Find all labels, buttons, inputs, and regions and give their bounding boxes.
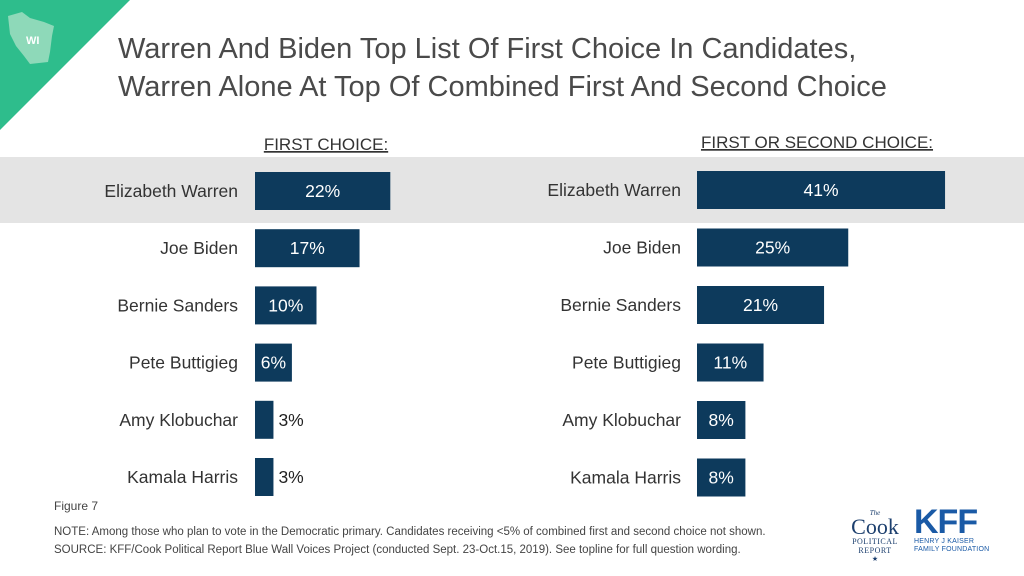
- wisconsin-state-icon: [8, 12, 54, 64]
- title-line-1: Warren And Biden Top List Of First Choic…: [118, 33, 857, 65]
- chart-1-value-label: 3%: [278, 467, 303, 487]
- chart-2-bar: [697, 171, 946, 209]
- chart-1-title: FIRST CHOICE:: [264, 135, 388, 154]
- kff-logo-line1: HENRY J KAISER: [914, 538, 975, 545]
- chart-1-category-label: Joe Biden: [160, 238, 238, 258]
- figure-label: Figure 7: [54, 499, 99, 513]
- wisconsin-corner-badge: WI: [0, 0, 130, 130]
- chart-2-category-label: Elizabeth Warren: [547, 180, 681, 200]
- chart-1-category-label: Kamala Harris: [127, 467, 238, 487]
- chart-2-value-label: 25%: [755, 238, 790, 258]
- cook-logo-line3: REPORT: [858, 546, 892, 555]
- state-label: WI: [26, 35, 39, 47]
- chart-2-bar: [697, 458, 746, 497]
- chart-1-category-label: Bernie Sanders: [117, 295, 238, 315]
- chart-2-bar: [697, 401, 746, 439]
- chart-1-value-label: 3%: [278, 410, 303, 430]
- kff-logo-name: KFF: [914, 503, 978, 541]
- chart-2-category-label: Amy Klobuchar: [562, 410, 681, 430]
- chart-2-value-label: 8%: [709, 468, 734, 488]
- chart-2-category-label: Bernie Sanders: [560, 295, 681, 315]
- chart-2-value-label: 11%: [713, 353, 747, 373]
- cook-political-report-logo: The Cook POLITICAL REPORT ★: [845, 509, 905, 564]
- chart-1-bar: [255, 286, 317, 325]
- chart-2-value-label: 41%: [804, 180, 839, 200]
- chart-1-bar: [255, 458, 274, 496]
- chart-1-value-label: 10%: [268, 295, 303, 315]
- kff-logo: KFF HENRY J KAISER FAMILY FOUNDATION: [914, 503, 994, 554]
- chart-1-bar: [255, 229, 360, 268]
- chart-2-title: FIRST OR SECOND CHOICE:: [701, 133, 933, 152]
- chart-1-value-label: 22%: [305, 181, 340, 201]
- chart-1-value-label: 17%: [290, 238, 325, 258]
- notes: NOTE: Among those who plan to vote in th…: [54, 523, 766, 559]
- chart-1-category-label: Elizabeth Warren: [104, 181, 238, 201]
- chart-2-value-label: 21%: [743, 295, 778, 315]
- chart-2-value-label: 8%: [709, 410, 734, 430]
- chart-2-category-label: Pete Buttigieg: [572, 353, 681, 373]
- chart-1-bar: [255, 343, 292, 382]
- cook-logo-the: The: [869, 509, 881, 517]
- chart-1-bar: [255, 400, 274, 439]
- note-text: NOTE: Among those who plan to vote in th…: [54, 526, 766, 538]
- kff-logo-line2: FAMILY FOUNDATION: [914, 546, 990, 553]
- chart-2-category-label: Joe Biden: [603, 238, 681, 258]
- page-title: Warren And Biden Top List Of First Choic…: [118, 30, 998, 106]
- cook-logo-name: Cook: [851, 514, 899, 539]
- chart-1-bar: [255, 172, 391, 210]
- chart-1-category-label: Amy Klobuchar: [119, 410, 238, 430]
- chart-1-value-label: 6%: [261, 353, 286, 373]
- chart-2-bar: [697, 343, 764, 382]
- chart-2-category-label: Kamala Harris: [570, 468, 681, 488]
- source-text: SOURCE: KFF/Cook Political Report Blue W…: [54, 544, 741, 556]
- title-line-2: Warren Alone At Top Of Combined First An…: [118, 71, 887, 103]
- chart-1-category-label: Pete Buttigieg: [129, 353, 238, 373]
- chart-2-bar: [697, 286, 825, 324]
- chart-2-bar: [697, 228, 849, 267]
- cook-logo-star-icon: ★: [871, 555, 879, 563]
- cook-logo-line2: POLITICAL: [852, 537, 898, 546]
